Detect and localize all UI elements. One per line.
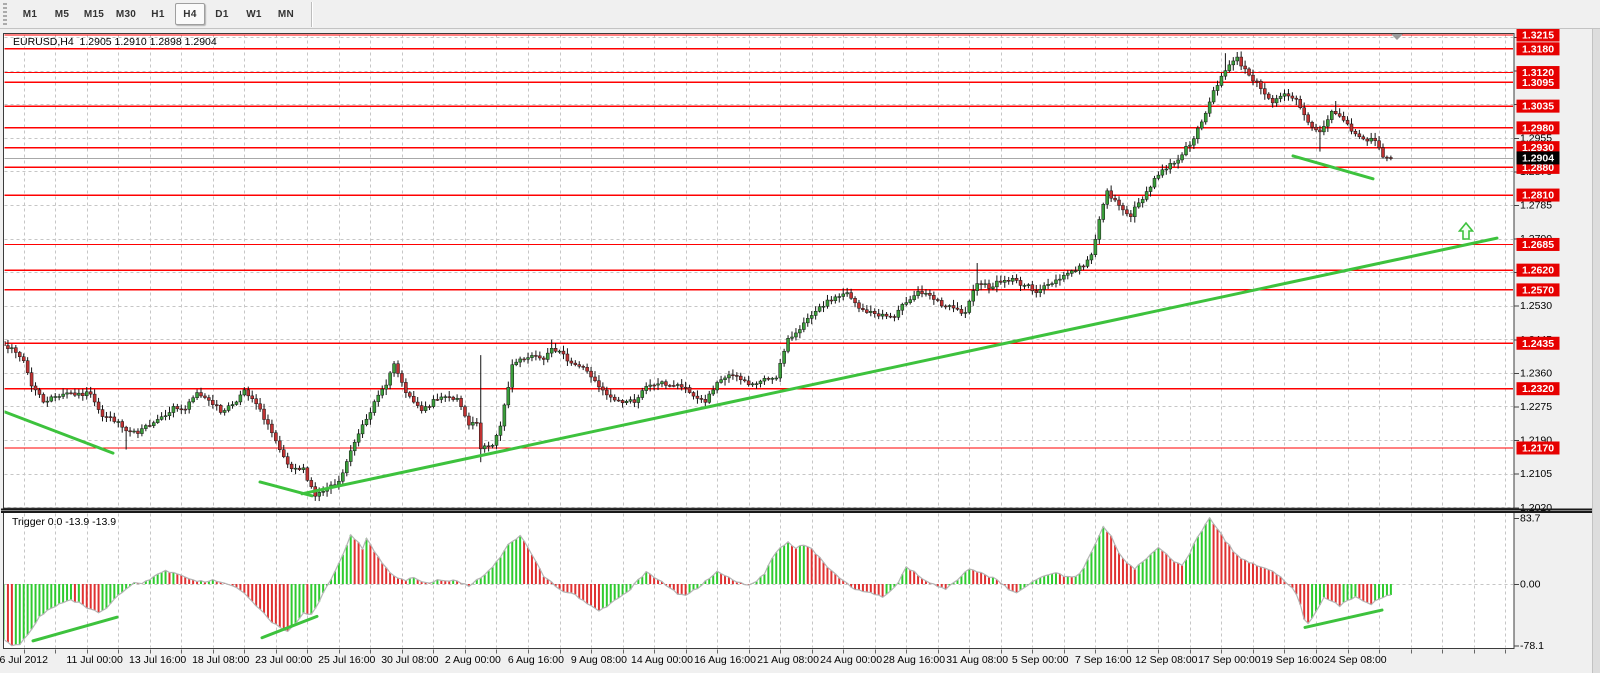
indicator-panel[interactable] [3, 512, 1515, 649]
price-badge-label: 1.2904 [1522, 152, 1554, 164]
tf-button-D1[interactable]: D1 [215, 8, 229, 20]
time-tick-label: 12 Sep 08:00 [1135, 654, 1198, 666]
price-badge [1516, 141, 1560, 155]
price-scale[interactable]: 1.32101.31251.30401.29551.28701.27851.27… [1514, 28, 1560, 653]
price-badge-label: 1.3035 [1522, 101, 1554, 113]
time-tick-label: 13 Jul 16:00 [129, 654, 186, 666]
timeframe-toolbar: M1 M5 M15 M30 H1 H4 D1 W1 MN [0, 0, 1600, 29]
price-tick-label: 1.2275 [1520, 401, 1552, 413]
price-trendline-1[interactable] [4, 410, 115, 455]
timeframe-buttons: M1 M5 M15 M30 H1 H4 D1 W1 MN [14, 3, 302, 25]
price-trendline-3[interactable] [300, 236, 1499, 496]
time-tick-label: 17 Sep 00:00 [1198, 654, 1261, 666]
time-tick-label: 5 Sep 00:00 [1012, 654, 1069, 666]
time-tick-label: 19 Sep 16:00 [1261, 654, 1324, 666]
price-badge [1516, 336, 1560, 350]
tf-button-H1[interactable]: H1 [151, 8, 165, 20]
price-badge-label: 1.2930 [1522, 142, 1554, 154]
price-badge-label: 1.2685 [1522, 239, 1554, 251]
time-tick-label: 25 Jul 16:00 [318, 654, 375, 666]
time-scale[interactable]: 6 Jul 2012 11 Jul 00:00 13 Jul 16:00 18 Jul… [0, 654, 1387, 666]
time-tick-label: 21 Aug 08:00 [757, 654, 819, 666]
time-tick-label: 6 Jul 2012 [0, 654, 48, 666]
toolbar-grip-handle[interactable] [3, 3, 7, 25]
price-badge [1516, 188, 1560, 202]
price-badge-label: 1.2810 [1522, 190, 1554, 202]
price-badge-label: 1.2170 [1522, 442, 1554, 454]
price-badge-label: 1.3180 [1522, 43, 1554, 55]
up-arrow-icon[interactable] [1457, 221, 1475, 240]
tf-button-M15[interactable]: M15 [83, 8, 105, 20]
price-badge [1516, 42, 1560, 56]
price-trendline-4[interactable] [1291, 154, 1375, 181]
vertical-scrollbar[interactable] [1592, 29, 1600, 673]
price-badge [1516, 441, 1560, 455]
time-tick-label: 9 Aug 08:00 [571, 654, 627, 666]
price-badge [1516, 66, 1560, 80]
price-badge [1516, 237, 1560, 251]
time-tick-label: 24 Sep 08:00 [1324, 654, 1387, 666]
tf-button-H4[interactable]: H4 [175, 3, 205, 25]
indicator-scale-label: 83.7 [1520, 512, 1541, 524]
price-tick-label: 1.2530 [1520, 300, 1552, 312]
price-badge [1516, 151, 1560, 165]
time-tick-label: 31 Aug 08:00 [946, 654, 1008, 666]
price-badge [1516, 75, 1560, 89]
price-badge-label: 1.2880 [1522, 162, 1554, 174]
trigger-histogram [4, 516, 1392, 647]
price-badge [1516, 263, 1560, 277]
time-tick-label: 7 Sep 16:00 [1075, 654, 1132, 666]
price-tick-label: 1.2785 [1520, 199, 1552, 211]
price-tick-label: 1.2360 [1520, 367, 1552, 379]
time-tick-label: 14 Aug 00:00 [631, 654, 693, 666]
price-badge-label: 1.2620 [1522, 265, 1554, 277]
price-tick-label: 1.2105 [1520, 468, 1552, 480]
price-badge [1516, 283, 1560, 297]
tf-button-M5[interactable]: M5 [54, 8, 70, 20]
time-tick-label: 23 Jul 00:00 [255, 654, 312, 666]
tf-button-W1[interactable]: W1 [246, 8, 262, 20]
indicator-trendline-1[interactable] [31, 615, 119, 643]
price-badge [1516, 382, 1560, 396]
time-tick-label: 28 Aug 16:00 [883, 654, 945, 666]
chart-title: EURUSD,H4 1.2905 1.2910 1.2898 1.2904 [13, 36, 217, 48]
trendlines[interactable] [4, 154, 1499, 643]
toolbar-separator [311, 1, 313, 27]
price-badge [1516, 121, 1560, 135]
indicator-scale-label: 0.00 [1520, 579, 1541, 591]
price-badge [1516, 28, 1560, 42]
price-badge-label: 1.3215 [1522, 30, 1554, 42]
candles [4, 51, 1393, 502]
time-tick-label: 2 Aug 00:00 [445, 654, 501, 666]
indicator-trendline-3[interactable] [1303, 608, 1384, 629]
tf-button-M1[interactable]: M1 [22, 8, 38, 20]
tf-button-M30[interactable]: M30 [115, 8, 137, 20]
time-tick-label: 18 Jul 08:00 [192, 654, 249, 666]
trigger-envelope-line [4, 516, 1391, 647]
indicator-label: Trigger 0.0 -13.9 -13.9 [12, 516, 117, 528]
time-tick-label: 11 Jul 00:00 [66, 654, 123, 666]
chart-shift-marker-icon [1391, 34, 1403, 40]
price-badge [1516, 99, 1560, 113]
price-badge-label: 1.3095 [1522, 77, 1554, 89]
price-badge-label: 1.2570 [1522, 284, 1554, 296]
price-tick-label: 1.2020 [1520, 502, 1552, 514]
indicator-trendline-2[interactable] [260, 614, 319, 640]
time-tick-label: 30 Jul 08:00 [381, 654, 438, 666]
price-badge-label: 1.2435 [1522, 338, 1554, 350]
time-tick-label: 6 Aug 16:00 [508, 654, 564, 666]
price-badge-label: 1.2980 [1522, 122, 1554, 134]
time-tick-label: 16 Aug 16:00 [694, 654, 756, 666]
sr-lines[interactable] [4, 34, 1514, 449]
indicator-scale-label: -78.1 [1520, 640, 1544, 652]
price-badge-label: 1.2320 [1522, 383, 1554, 395]
tf-button-MN[interactable]: MN [277, 8, 295, 20]
time-tick-label: 24 Aug 00:00 [820, 654, 882, 666]
